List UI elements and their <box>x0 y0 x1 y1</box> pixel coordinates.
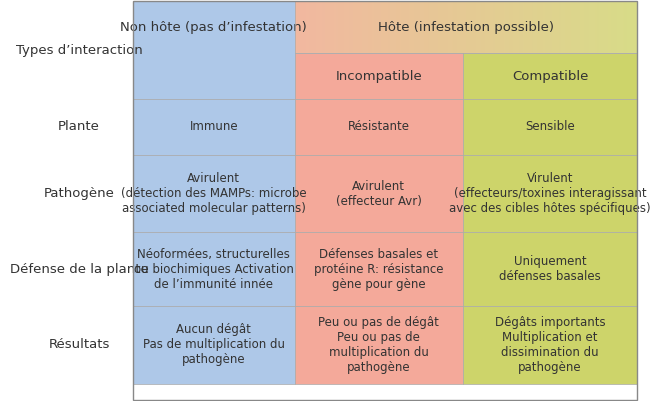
Bar <box>295 232 463 306</box>
Text: Virulent
(effecteurs/toxines interagissant
avec des cibles hôtes spécifiques): Virulent (effecteurs/toxines interagissa… <box>450 172 651 215</box>
Text: Peu ou pas de dégât
Peu ou pas de
multiplication du
pathogène: Peu ou pas de dégât Peu ou pas de multip… <box>318 316 440 374</box>
Text: Résistante: Résistante <box>348 120 410 133</box>
Text: Uniquement
défenses basales: Uniquement défenses basales <box>500 255 601 283</box>
Bar <box>133 1 295 99</box>
Text: Aucun dégât
Pas de multiplication du
pathogène: Aucun dégât Pas de multiplication du pat… <box>143 323 284 367</box>
Bar <box>295 53 463 99</box>
Text: Dégâts importants
Multiplication et
dissimination du
pathogène: Dégâts importants Multiplication et diss… <box>495 316 605 374</box>
Text: Non hôte (pas d’infestation): Non hôte (pas d’infestation) <box>121 21 307 34</box>
Text: Hôte (infestation possible): Hôte (infestation possible) <box>378 21 554 34</box>
Text: Avirulent
(effecteur Avr): Avirulent (effecteur Avr) <box>336 180 422 208</box>
Bar <box>463 53 637 99</box>
Text: Types d’interaction: Types d’interaction <box>16 44 143 57</box>
Bar <box>133 232 295 306</box>
Bar <box>463 306 637 384</box>
Text: Compatible: Compatible <box>512 69 588 83</box>
Text: Immune: Immune <box>189 120 238 133</box>
Bar <box>295 155 463 232</box>
Text: Plante: Plante <box>58 120 100 133</box>
Bar <box>295 306 463 384</box>
Text: Défense de la plante: Défense de la plante <box>10 263 149 276</box>
Bar <box>295 99 463 155</box>
Bar <box>295 1 637 53</box>
Bar <box>133 155 295 232</box>
Bar <box>463 232 637 306</box>
Text: Pathogène: Pathogène <box>44 187 115 200</box>
Text: Défenses basales et
protéine R: résistance
gène pour gène: Défenses basales et protéine R: résistan… <box>314 248 444 291</box>
Text: Résultats: Résultats <box>49 338 110 351</box>
Bar <box>463 99 637 155</box>
Text: Néoformées, structurelles
ou biochimiques Activation
de l’immunité innée: Néoformées, structurelles ou biochimique… <box>134 248 294 291</box>
Bar <box>133 99 295 155</box>
Bar <box>133 1 637 400</box>
Text: Avirulent
(détection des MAMPs: microbe
associated molecular patterns): Avirulent (détection des MAMPs: microbe … <box>121 172 306 215</box>
Bar <box>133 306 295 384</box>
Text: Sensible: Sensible <box>525 120 575 133</box>
Text: Incompatible: Incompatible <box>336 69 422 83</box>
Bar <box>463 155 637 232</box>
